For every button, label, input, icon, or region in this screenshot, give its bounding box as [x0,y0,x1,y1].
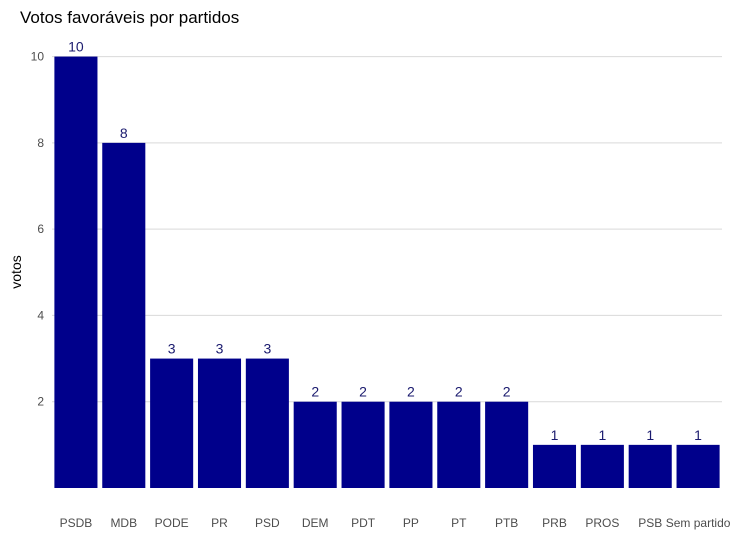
bar-pt [437,401,481,488]
y-tick-label: 10 [31,50,45,64]
x-axis-ticks: PSDB MDB PODE PR PSD DEM PDT PP PT PTB PRB PROS PSB S… [60,516,731,530]
x-tick-label: PDT [351,516,376,530]
data-label: 1 [646,427,654,443]
data-label: 1 [694,427,702,443]
bar-dem [293,401,337,488]
y-tick-label: 2 [37,395,44,409]
bar-ptb [485,401,529,488]
bar-pdt [341,401,385,488]
data-labels: 10 8 3 3 3 2 2 2 2 2 1 1 1 1 [68,39,702,443]
chart-title: Votos favoráveis por partidos [20,8,239,27]
x-tick-label: PSDB [60,516,93,530]
x-tick-label: PSB [638,516,662,530]
bars [54,56,720,488]
x-tick-label: PT [451,516,467,530]
gridlines [52,56,722,403]
y-tick-label: 6 [37,222,44,236]
x-tick-label: PP [403,516,419,530]
bar-sem-partido [676,444,720,488]
bar-pp [389,401,433,488]
data-label: 10 [68,39,84,55]
data-label: 2 [455,384,463,400]
data-label: 2 [503,384,511,400]
x-tick-label: Sem partido [666,516,731,530]
x-tick-label: PSD [255,516,280,530]
data-label: 2 [407,384,415,400]
y-tick-label: 8 [37,136,44,150]
bar-mdb [102,142,146,488]
bar-pode [150,358,194,488]
bar-psd [245,358,289,488]
data-label: 1 [598,427,606,443]
data-label: 3 [263,341,271,357]
x-tick-label: PR [211,516,228,530]
bar-psdb [54,56,98,488]
data-label: 2 [311,384,319,400]
x-tick-label: PROS [585,516,619,530]
data-label: 8 [120,125,128,141]
data-label: 1 [551,427,559,443]
x-tick-label: PODE [155,516,189,530]
y-axis-ticks: 2 4 6 8 10 [31,50,45,409]
x-tick-label: DEM [302,516,329,530]
bar-pros [580,444,624,488]
data-label: 3 [168,341,176,357]
bar-psb [628,444,672,488]
data-label: 3 [216,341,224,357]
x-tick-label: PRB [542,516,567,530]
data-label: 2 [359,384,367,400]
bar-prb [532,444,577,488]
x-tick-label: PTB [495,516,518,530]
y-tick-label: 4 [37,308,44,322]
bar-pr [197,358,242,488]
y-axis-label: votos [8,255,24,288]
x-tick-label: MDB [110,516,137,530]
